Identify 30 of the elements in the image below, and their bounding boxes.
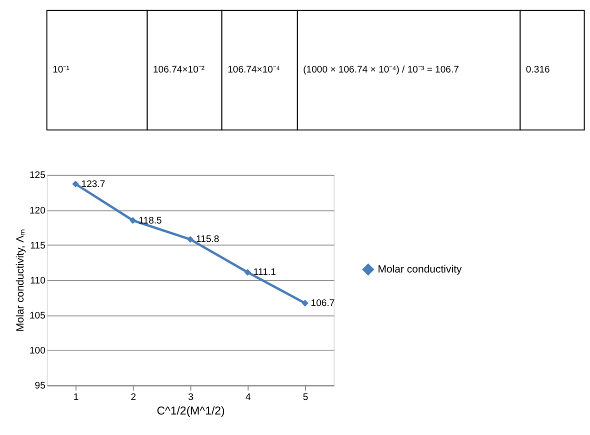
y-tick-label: 95 [34,380,46,392]
data-label: 123.7 [81,178,106,190]
text: 106.74×10⁻² [153,64,205,76]
point [186,236,194,243]
data-label: 111.1 [253,267,276,278]
text: 106.74×10⁻⁴ [228,64,280,76]
x-tick-label: 3 [188,392,194,404]
point [130,217,136,224]
text: 0.316 [526,64,550,76]
x-tick-label: 2 [130,392,136,404]
point [72,180,79,188]
text: (1000 × 106.74 × 10⁻⁴) / 10⁻³ = 106.7 [303,64,459,76]
data-label: 118.5 [138,215,162,226]
legend-label: Molar conductivity [378,263,462,276]
x-axis-title: C^1/2(M^1/2) [156,405,226,418]
y-tick-label: 115 [30,240,46,252]
x-tick-label: 5 [302,392,308,404]
x-tick-label: 4 [245,392,252,404]
data-label: 106.7 [310,298,335,310]
text: 10⁻¹ [52,64,70,76]
y-tick-label: 100 [29,346,46,357]
y-axis-title: Molar conductivity, Λₘ [14,229,27,332]
point [244,268,252,276]
y-tick-label: 120 [29,205,46,216]
data-label: 115.8 [196,234,220,246]
point [302,300,308,307]
y-tick-label: 110 [30,275,46,286]
x-tick-label: 1 [73,392,79,404]
y-tick-label: 125 [29,170,46,182]
y-tick-label: 105 [29,310,46,322]
